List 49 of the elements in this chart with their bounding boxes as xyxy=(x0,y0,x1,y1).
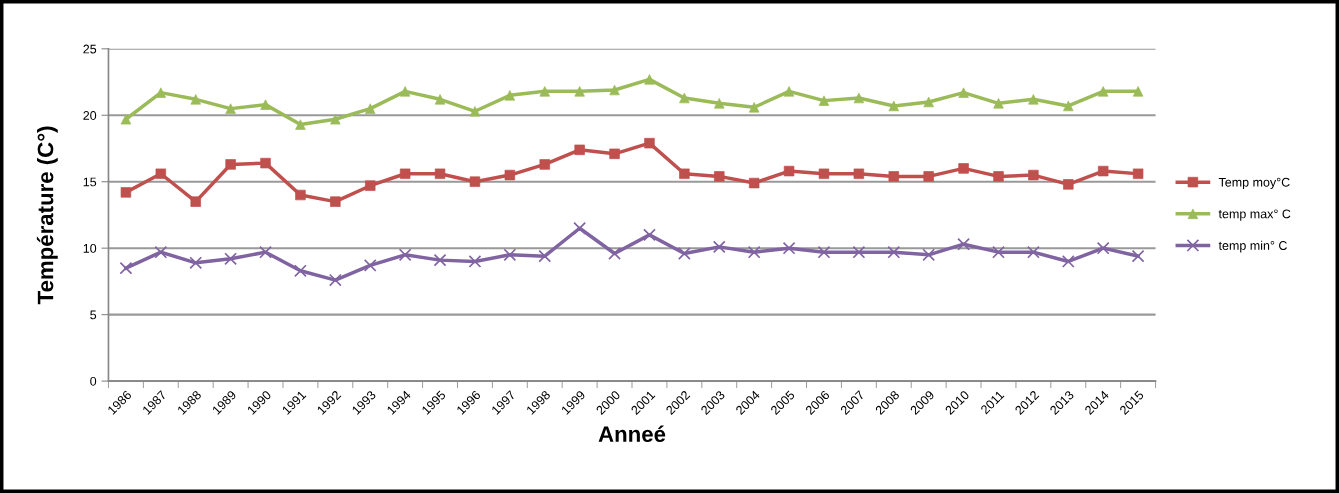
point xyxy=(503,248,517,262)
point xyxy=(189,256,203,270)
point xyxy=(1131,249,1145,263)
legend-label: temp max° C xyxy=(1218,209,1291,221)
point xyxy=(608,247,621,260)
point xyxy=(782,241,796,255)
point xyxy=(119,261,133,275)
point xyxy=(154,245,168,259)
y-tick-label: 20 xyxy=(83,111,97,120)
point xyxy=(643,228,656,242)
point xyxy=(259,245,272,259)
point xyxy=(468,255,482,268)
legend-label: temp min° C xyxy=(1218,240,1287,253)
y-tick-label: 15 xyxy=(83,177,97,187)
y-tick-label: 25 xyxy=(83,44,97,54)
point xyxy=(434,168,446,179)
point xyxy=(1027,245,1040,259)
point xyxy=(294,264,307,278)
point xyxy=(573,221,587,235)
point xyxy=(1132,168,1144,179)
point xyxy=(922,248,936,262)
y-tick-label: 0 xyxy=(90,376,97,386)
point xyxy=(328,273,342,287)
point xyxy=(747,245,761,259)
point xyxy=(365,180,376,191)
point xyxy=(190,196,201,207)
point xyxy=(504,169,516,181)
y-axis-title: Température (C°) xyxy=(36,126,58,305)
legend-label: Temp moy°C xyxy=(1218,177,1290,190)
point xyxy=(1096,241,1110,255)
point xyxy=(887,245,901,259)
point xyxy=(817,245,831,259)
point xyxy=(818,168,830,179)
y-tick-label: 5 xyxy=(90,310,97,320)
point xyxy=(852,245,866,259)
point xyxy=(1061,255,1075,268)
point xyxy=(992,245,1005,259)
point xyxy=(748,177,760,189)
point xyxy=(433,253,447,267)
point xyxy=(677,247,691,260)
point xyxy=(224,252,238,266)
x-axis-title: Anneé xyxy=(598,425,666,442)
point xyxy=(957,237,970,251)
point xyxy=(712,240,726,254)
point xyxy=(363,259,377,272)
point xyxy=(398,248,412,262)
point xyxy=(538,249,552,263)
y-tick-label: 10 xyxy=(83,243,97,253)
point xyxy=(1097,165,1109,177)
